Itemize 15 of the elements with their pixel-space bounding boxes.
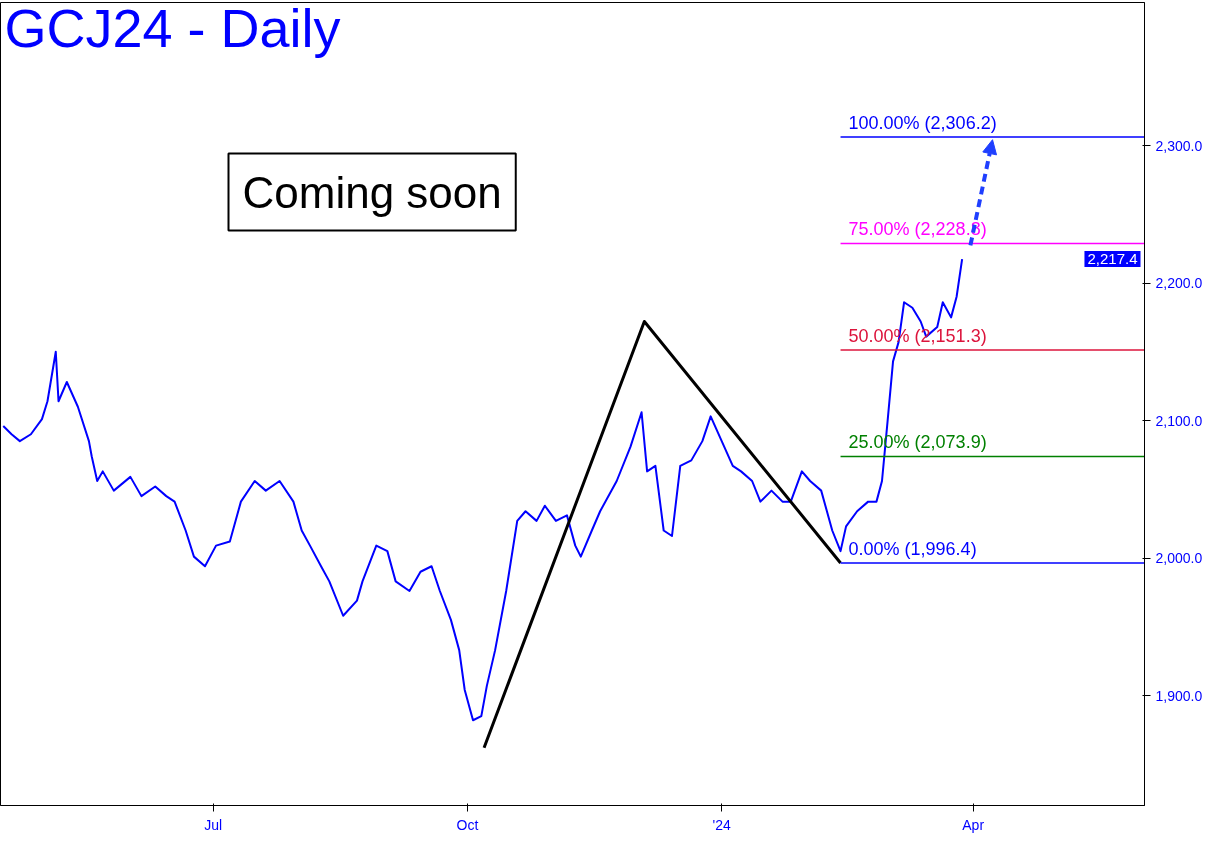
ref-line-label: 100.00% (2,306.2) xyxy=(848,112,997,133)
x-tick-label: Oct xyxy=(456,816,479,833)
y-tick-label: 2,000.0 xyxy=(1155,550,1203,566)
chart-title: GCJ24 - Daily xyxy=(4,0,341,58)
y-tick-label: 2,100.0 xyxy=(1155,412,1203,429)
ref-line-label: 0.00% (1,996.4) xyxy=(848,538,977,559)
y-tick-label: 2,200.0 xyxy=(1155,275,1203,291)
x-tick-label: '24 xyxy=(712,816,732,833)
ref-line-label: 75.00% (2,228.8) xyxy=(848,219,987,240)
y-tick-label: 2,300.0 xyxy=(1155,137,1203,154)
x-tick-label: Apr xyxy=(962,816,985,833)
annotation: Coming soon xyxy=(242,167,502,217)
x-tick-label: Jul xyxy=(204,816,223,833)
annotation: 2,217.4 xyxy=(1087,250,1138,268)
y-tick-label: 1,900.0 xyxy=(1155,687,1203,704)
